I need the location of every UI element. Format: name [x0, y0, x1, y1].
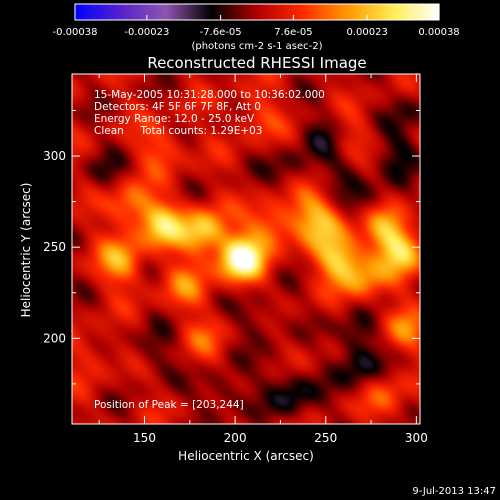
colorbar-tick-label: 7.6e-05 — [274, 27, 312, 38]
colorbar-tick-label: 0.00023 — [346, 27, 387, 38]
x-tick-label: 300 — [405, 431, 428, 445]
axis-ticks: 150 200 250 300 200 250 300 — [43, 74, 428, 445]
annotation-time-range: 15-May-2005 10:31:28.000 to 10:36:02.000 — [94, 89, 325, 101]
heatmap-image — [72, 74, 420, 424]
y-axis-label: Heliocentric Y (arcsec) — [19, 183, 33, 318]
colorbar-tick-label: -7.6e-05 — [200, 27, 242, 38]
x-tick-label: 150 — [133, 431, 156, 445]
x-tick-label: 250 — [314, 431, 337, 445]
colorbar-gradient — [75, 4, 440, 20]
x-tick-label: 200 — [224, 431, 247, 445]
y-tick-label: 250 — [43, 240, 66, 254]
y-tick-label: 200 — [43, 331, 66, 345]
colorbar-tick-label: 0.00038 — [418, 27, 459, 38]
annotation-detectors: Detectors: 4F 5F 6F 7F 8F, Att 0 — [94, 101, 261, 113]
colorbar-ticks: -0.00038 -0.00023 -7.6e-05 7.6e-05 0.00023 0.… — [53, 15, 460, 38]
y-tick-label: 300 — [43, 149, 66, 163]
plot-timestamp: 9-Jul-2013 13:47 — [412, 486, 496, 497]
colorbar-tick-label: -0.00038 — [53, 27, 98, 38]
annotation-counts: Clean Total counts: 1.29E+03 — [94, 125, 263, 137]
annotations: 15-May-2005 10:31:28.000 to 10:36:02.000… — [94, 89, 325, 411]
image-panel: 150 200 250 300 200 250 300 — [43, 73, 428, 445]
plot-frame — [71, 73, 421, 425]
colorbar-frame — [74, 3, 440, 21]
colorbar: -0.00038 -0.00023 -7.6e-05 7.6e-05 0.00023 0.… — [53, 3, 460, 52]
colorbar-unit-label: (photons cm-2 s-1 asec-2) — [191, 41, 322, 52]
annotation-energy-range: Energy Range: 12.0 - 25.0 keV — [94, 113, 255, 125]
peak-position-label: Position of Peak = [203,244] — [94, 399, 244, 411]
x-axis-label: Heliocentric X (arcsec) — [178, 449, 314, 463]
colorbar-tick-label: -0.00023 — [124, 27, 169, 38]
chart-title: Reconstructed RHESSI Image — [147, 54, 366, 72]
